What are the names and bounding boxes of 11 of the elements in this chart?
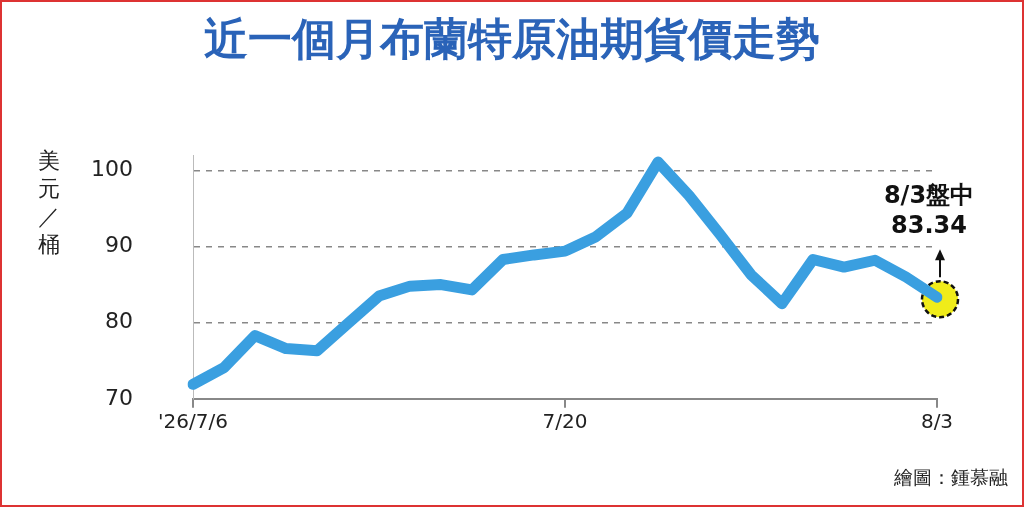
y-tick-label: 80 [105, 308, 133, 334]
y-tick-label: 90 [105, 232, 133, 258]
text: 繪圖：鍾慕融 [894, 465, 1008, 490]
y-tick-label: 70 [105, 384, 133, 410]
annotation: 8/3盤中 83.34 [883, 181, 975, 240]
x-tick-label: '26/7/6 [158, 409, 228, 433]
chart-title: 近一個月布蘭特原油期貨價走勢 [203, 12, 821, 66]
x-tick-label: 8/3 [920, 409, 954, 433]
y-tick-label: 100 [91, 156, 133, 182]
x-tick-label: 7/20 [542, 409, 588, 433]
y-axis-title: 美元／桶 [37, 147, 61, 259]
